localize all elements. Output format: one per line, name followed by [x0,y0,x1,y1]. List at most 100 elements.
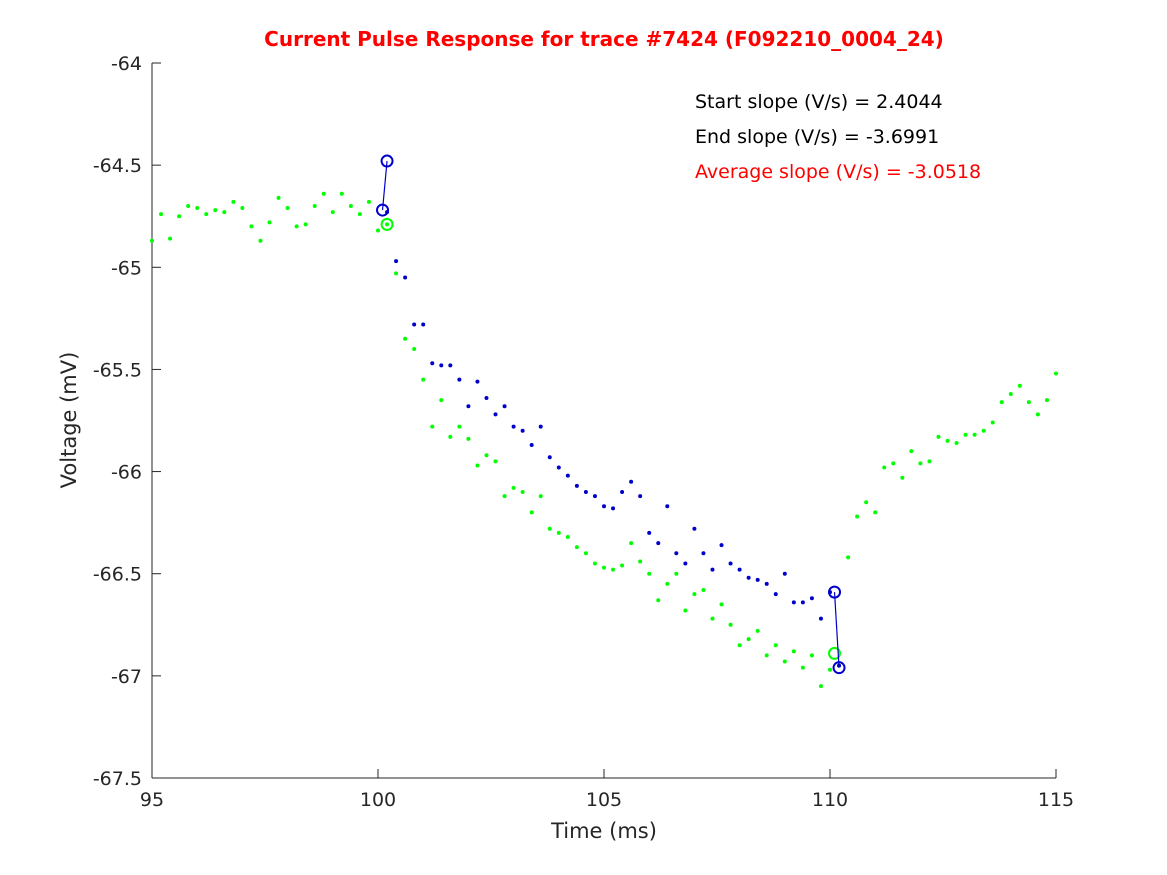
point [348,204,353,208]
point [665,581,670,586]
point [620,490,625,494]
x-tick-label: 100 [360,789,396,811]
point [728,561,733,566]
point [475,379,480,384]
point [1026,400,1031,405]
chart-title: Current Pulse Response for trace #7424 (… [264,27,944,51]
point [484,396,489,401]
point [565,534,570,539]
point [502,404,507,409]
point [330,210,335,215]
point [249,224,254,229]
point [918,461,923,466]
point [430,361,435,366]
point [800,600,805,605]
point [430,424,435,429]
y-tick-label: -64 [111,53,142,75]
point [303,222,308,227]
circle-marker [828,646,842,660]
point [1035,412,1040,417]
point [891,461,896,466]
point [466,436,471,441]
point [547,526,552,531]
point [936,434,941,439]
point [809,596,814,601]
point [493,412,498,417]
point [565,473,570,478]
point [782,571,787,576]
y-tick-label: -67 [111,666,142,688]
point [1017,383,1022,388]
point [240,206,245,211]
y-tick-label: -66.5 [93,564,142,586]
y-tick-label: -66 [111,462,142,484]
y-axis-label: Voltage (mV) [57,352,81,489]
point [611,506,616,511]
point [647,530,652,535]
point [1044,398,1049,403]
point [321,191,326,196]
y-tick-label: -67.5 [93,768,142,790]
point [339,191,344,196]
point [312,204,317,208]
point [846,555,851,560]
point [882,465,887,470]
point [773,592,778,597]
point [412,347,417,351]
point [629,541,634,546]
point [556,465,561,470]
circle-marker [376,203,390,217]
point [195,206,200,211]
point [755,628,760,633]
point [421,322,426,327]
x-tick-label: 115 [1038,789,1074,811]
point [710,567,715,572]
point [574,545,579,550]
point [475,463,480,468]
point [484,453,489,458]
point [782,659,787,664]
point [285,206,290,211]
point [864,500,869,505]
point [900,475,905,480]
point [755,577,760,582]
point [818,616,823,621]
point [674,551,679,556]
point [972,432,977,437]
point [945,438,950,443]
point [963,432,968,437]
x-axis-label: Time (ms) [550,819,657,843]
point [547,455,552,460]
point [818,684,823,689]
annotation: Average slope (V/s) = -3.0518 [695,161,981,183]
point [773,643,778,648]
point [656,541,661,546]
point [376,228,380,233]
point [647,571,652,576]
point [204,212,209,217]
point [656,598,661,603]
point [168,236,173,241]
point [222,210,227,215]
point [394,259,399,264]
point [737,567,742,572]
point [457,377,462,382]
slope-line [381,161,388,211]
point [186,204,191,208]
point [683,561,688,566]
point [583,551,588,556]
point [520,490,525,494]
point [909,449,914,454]
point [990,420,995,425]
point [665,504,670,509]
point [791,649,796,654]
point [692,592,697,597]
point [737,643,742,648]
point [439,363,444,368]
point [746,575,751,580]
y-tick-label: -65.5 [93,359,142,381]
point [764,581,769,586]
